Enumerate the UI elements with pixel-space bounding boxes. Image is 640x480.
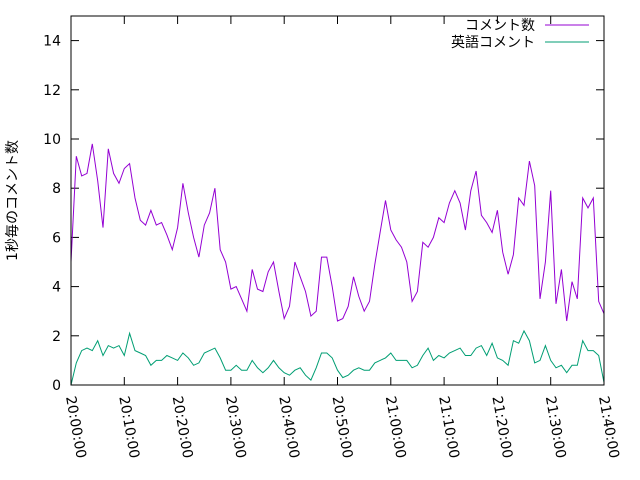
- y-tick-label: 12: [43, 83, 61, 99]
- x-tick-label: 20:30:00: [222, 395, 249, 460]
- x-tick-label: 20:20:00: [169, 395, 196, 460]
- x-axis-ticks: 20:00:00 20:10:00 20:20:00 20:30:00 20:40:00…: [62, 16, 622, 460]
- x-tick-label: 21:00:00: [382, 395, 409, 460]
- y-tick-label: 10: [43, 132, 61, 148]
- plot-frame: [70, 15, 605, 386]
- y-axis-ticks: 0 2 4 6 8 10 12 14: [43, 34, 604, 394]
- x-tick-label: 20:00:00: [62, 395, 89, 460]
- legend-label: 英語コメント: [451, 34, 535, 51]
- y-axis-label: 1秒毎のコメント数: [5, 140, 21, 261]
- x-tick-label: 20:10:00: [115, 395, 142, 460]
- y-tick-label: 0: [52, 378, 61, 394]
- x-tick-label: 21:20:00: [488, 395, 515, 460]
- x-tick-label: 20:50:00: [329, 395, 356, 460]
- series-lines: [70, 143, 605, 386]
- x-tick-label: 21:10:00: [435, 395, 462, 460]
- y-tick-label: 8: [52, 181, 61, 197]
- y-tick-label: 4: [52, 280, 61, 296]
- series-line-2: [70, 329, 605, 386]
- y-tick-label: 2: [52, 329, 61, 345]
- series-line-1: [70, 143, 605, 322]
- x-tick-label: 21:30:00: [542, 395, 569, 460]
- x-tick-label: 20:40:00: [275, 395, 302, 460]
- y-tick-label: 6: [52, 230, 61, 246]
- x-tick-label: 21:40:00: [595, 395, 622, 460]
- y-tick-label: 14: [43, 34, 61, 50]
- legend-label: コメント数: [465, 18, 535, 34]
